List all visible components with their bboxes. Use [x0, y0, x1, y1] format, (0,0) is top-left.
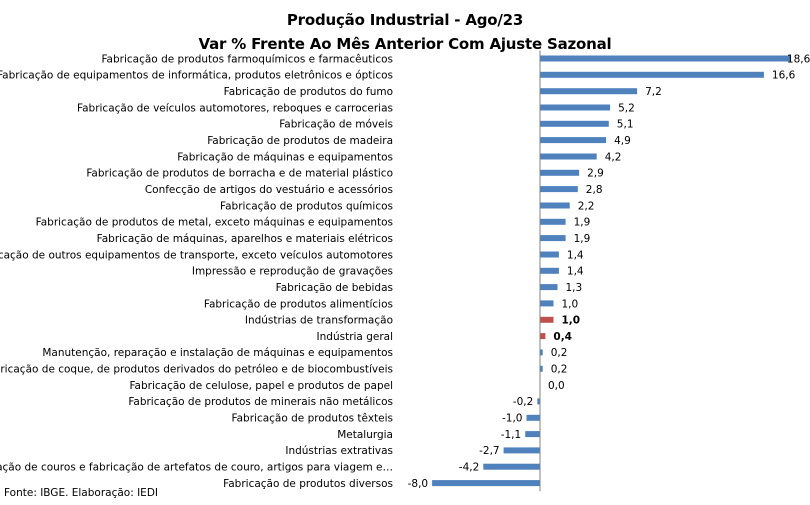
bar [526, 414, 540, 421]
bar [540, 284, 558, 291]
bar [432, 480, 540, 487]
bar [540, 153, 597, 160]
data-label: 1,0 [562, 315, 581, 327]
chart-subtitle: Var % Frente Ao Mês Anterior Com Ajuste … [198, 35, 612, 53]
data-label: -8,0 [408, 478, 429, 490]
source-note: Fonte: IBGE. Elaboração: IEDI [4, 487, 159, 499]
data-label: 1,0 [562, 298, 579, 310]
category-label: Fabricação de produtos de metal, exceto … [36, 217, 393, 229]
bar [537, 398, 540, 405]
data-label: 0,2 [551, 347, 568, 359]
bar [540, 235, 566, 242]
bar [540, 104, 611, 111]
bar [540, 55, 791, 62]
category-label: Fabricação de máquinas, aparelhos e mate… [97, 233, 393, 245]
category-label: Fabricação de outros equipamentos de tra… [0, 249, 393, 261]
data-label: 0,2 [551, 364, 568, 376]
data-label: -1,1 [501, 429, 522, 441]
data-label: 2,2 [578, 200, 595, 212]
category-label: Fabricação de celulose, papel e produtos… [129, 380, 393, 392]
data-label: 5,2 [618, 102, 635, 114]
bar [540, 267, 559, 274]
category-label: Fabricação de equipamentos de informátic… [0, 70, 393, 82]
bar [540, 202, 570, 209]
data-label: 18,6 [787, 53, 810, 65]
category-label: Fabricação de veículos automotores, rebo… [77, 102, 393, 114]
bar [540, 169, 580, 176]
data-label: -2,7 [479, 445, 500, 457]
data-label: 1,9 [574, 217, 591, 229]
category-label: Metalurgia [337, 429, 393, 441]
bar [540, 88, 638, 95]
bar [540, 349, 543, 356]
bar [540, 300, 554, 307]
category-label: Fabricação de coque, de produtos derivad… [0, 364, 393, 376]
category-label: Fabricação de produtos diversos [223, 478, 393, 490]
bar [540, 316, 554, 323]
data-label: 1,3 [566, 282, 583, 294]
data-label: -4,2 [459, 462, 480, 474]
bar [540, 218, 566, 225]
bar [540, 186, 578, 193]
data-label: 1,4 [567, 249, 584, 261]
category-label: Confecção de artigos do vestuário e aces… [145, 184, 393, 196]
data-label: 5,1 [617, 119, 634, 131]
bar [540, 333, 546, 340]
bar [540, 71, 764, 78]
category-label: Fabricação de produtos de borracha e de … [86, 168, 393, 180]
bar [540, 365, 543, 372]
category-label: Indústrias extrativas [285, 445, 393, 457]
bar [540, 120, 609, 127]
category-label: Indústria geral [317, 331, 393, 343]
bar [540, 137, 607, 144]
data-label: -1,0 [502, 413, 523, 425]
category-label: Fabricação de produtos químicos [220, 200, 393, 212]
category-label: Fabricação de bebidas [276, 282, 393, 294]
bar [503, 447, 540, 454]
category-label: Fabricação de produtos alimentícios [204, 298, 393, 310]
category-label: Fabricação de produtos têxteis [232, 413, 393, 425]
chart-title: Produção Industrial - Ago/23 [286, 11, 524, 29]
category-label: Fabricação de produtos de madeira [207, 135, 393, 147]
data-label: 16,6 [772, 70, 796, 82]
data-label: 1,4 [567, 266, 584, 278]
bar [540, 251, 559, 258]
data-label: 2,8 [586, 184, 603, 196]
category-label: Manutenção, reparação e instalação de má… [42, 347, 393, 359]
data-label: 1,9 [574, 233, 591, 245]
category-label: Fabricação de produtos do fumo [224, 86, 393, 98]
category-label: Fabricação de móveis [279, 119, 393, 131]
data-label: 4,9 [614, 135, 631, 147]
category-label: Impressão e reprodução de gravações [192, 266, 393, 278]
data-label: -0,2 [513, 396, 534, 408]
category-label: Indústrias de transformação [245, 315, 393, 327]
category-label: Fabricação de produtos de minerais não m… [128, 396, 393, 408]
data-label: 7,2 [645, 86, 662, 98]
category-label: Preparação de couros e fabricação de art… [0, 462, 393, 474]
data-label: 0,4 [553, 331, 572, 343]
category-label: Fabricação de máquinas e equipamentos [177, 151, 393, 163]
data-label: 0,0 [548, 380, 565, 392]
data-label: 4,2 [605, 151, 622, 163]
data-label: 2,9 [587, 168, 604, 180]
bar [525, 431, 540, 438]
bar [483, 463, 540, 470]
category-label: Fabricação de produtos farmoquímicos e f… [101, 53, 393, 65]
